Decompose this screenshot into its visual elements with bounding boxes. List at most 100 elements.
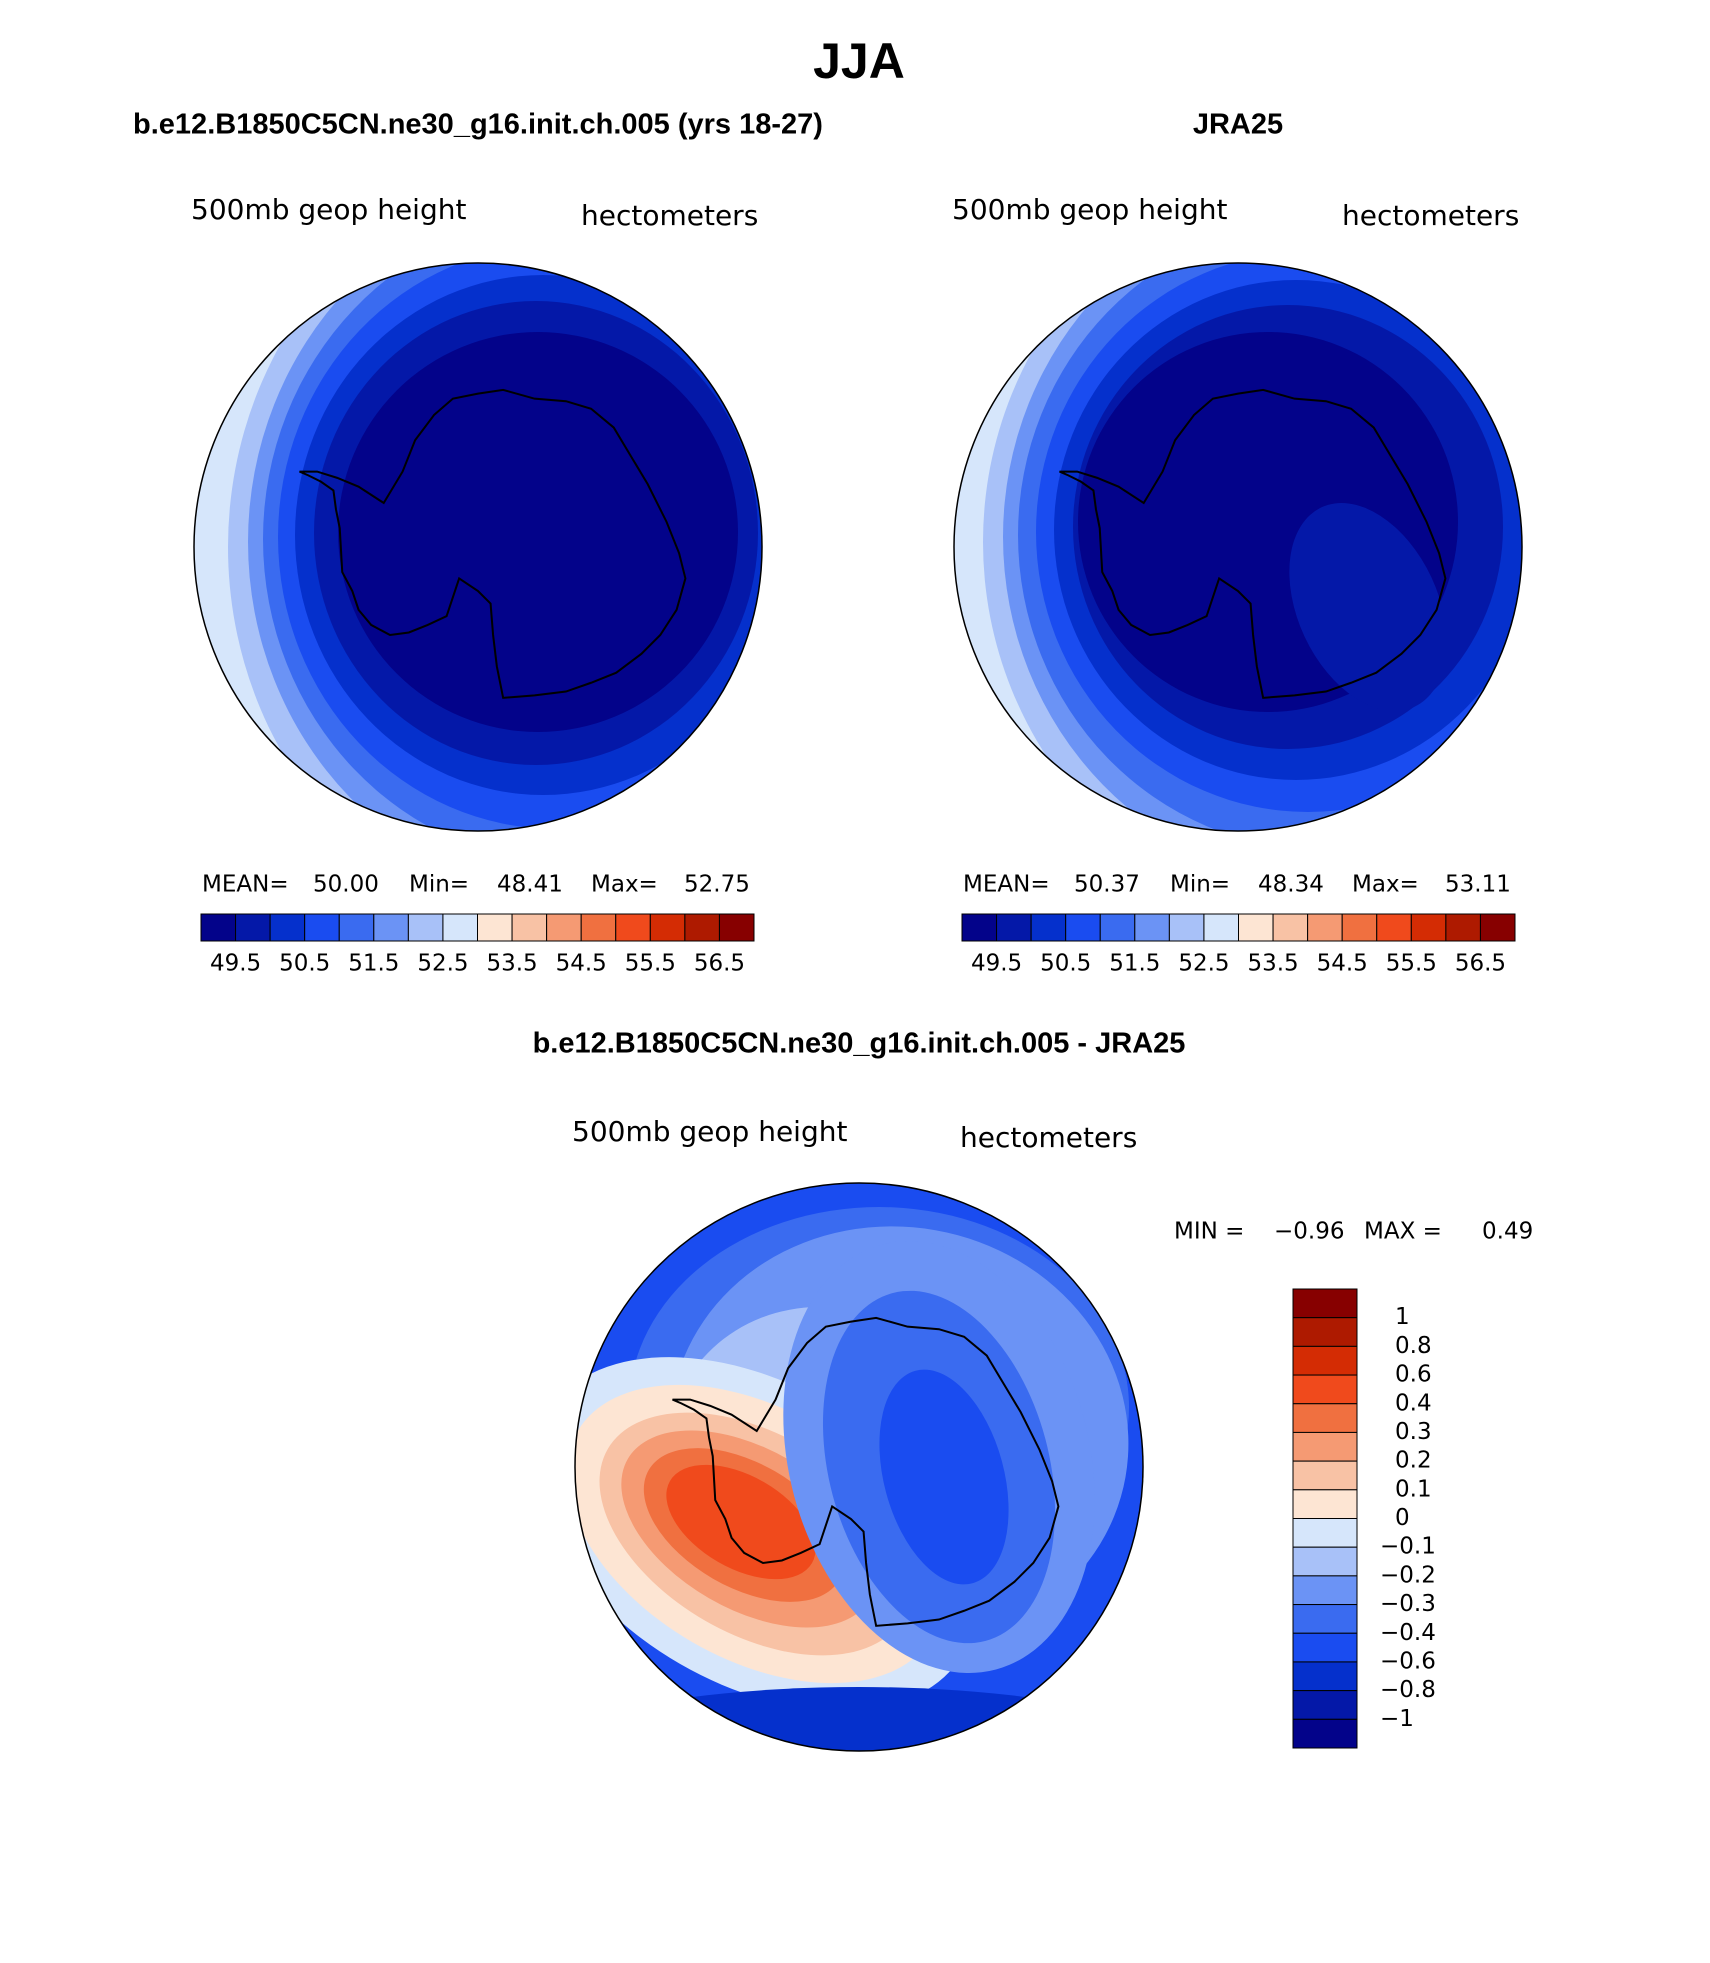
colorbar-box: [1030, 913, 1067, 942]
field-label: 500mb geop height: [952, 193, 1227, 226]
colorbar-box: [477, 913, 513, 942]
colorbar-box: [442, 913, 478, 942]
colorbar-label: −0.8: [1380, 1677, 1436, 1703]
colorbar-label: −0.1: [1380, 1534, 1436, 1560]
colorbar-box: [1099, 913, 1136, 942]
stat-text: 48.34: [1258, 872, 1324, 898]
colorbar-label: 53.5: [1247, 951, 1298, 977]
colorbar-label: 56.5: [1455, 951, 1506, 977]
colorbar-label: 54.5: [556, 951, 607, 977]
colorbar-label: 50.5: [279, 951, 330, 977]
colorbar-label: 52.5: [417, 951, 468, 977]
contour-fill: [1289, 503, 1447, 711]
panel-title: b.e12.B1850C5CN.ne30_g16.init.ch.005 - J…: [533, 1028, 1186, 1060]
units-label: hectometers: [581, 199, 758, 232]
figure-title: JJA: [813, 33, 905, 89]
colorbar-box: [407, 913, 444, 942]
colorbar-box: [200, 913, 237, 942]
colorbar-box: [1341, 913, 1378, 942]
colorbar-box: [1307, 913, 1343, 942]
map: [575, 1183, 1143, 1751]
colorbar-box: [1134, 913, 1170, 942]
colorbar-box: [1292, 1489, 1358, 1519]
colorbar-label: 55.5: [1386, 951, 1437, 977]
colorbar-box: [1203, 913, 1239, 942]
colorbar-box: [1292, 1575, 1358, 1606]
colorbar-label: 54.5: [1317, 951, 1368, 977]
colorbar-label: 0.2: [1395, 1448, 1432, 1474]
stat-text: MAX =: [1364, 1219, 1442, 1245]
colorbar-label: 49.5: [971, 951, 1022, 977]
colorbar-box: [1292, 1317, 1358, 1347]
stat-text: MEAN=: [963, 872, 1050, 898]
stat-text: 53.11: [1445, 872, 1511, 898]
colorbar-label: 0.6: [1395, 1362, 1432, 1388]
colorbar-label: 1: [1395, 1304, 1410, 1330]
field-label: 500mb geop height: [191, 193, 466, 226]
stat-text: 48.41: [497, 872, 563, 898]
field-label: 500mb geop height: [572, 1115, 847, 1148]
panel-title: JRA25: [1193, 109, 1283, 141]
stat-text: Max=: [1352, 872, 1419, 898]
colorbar-box: [1168, 913, 1205, 942]
colorbar-label: 52.5: [1178, 951, 1229, 977]
colorbar-label: 0.3: [1395, 1419, 1432, 1445]
colorbar-label: 49.5: [210, 951, 261, 977]
map-border: [953, 262, 1523, 832]
stat-text: −0.96: [1274, 1219, 1344, 1245]
colorbar-box: [269, 913, 306, 942]
stat-text: Min=: [409, 872, 469, 898]
colorbar-box: [1292, 1460, 1358, 1491]
stat-text: 52.75: [684, 872, 750, 898]
colorbar-box: [1292, 1288, 1358, 1319]
colorbar-box: [961, 913, 998, 942]
contour-fill: [666, 1464, 816, 1580]
colorbar-box: [511, 913, 548, 942]
map-border: [574, 1182, 1144, 1752]
colorbar-box: [580, 913, 617, 942]
colorbar-box: [996, 913, 1032, 942]
map-border: [193, 262, 763, 832]
colorbar-box: [1292, 1546, 1358, 1577]
colorbar-box: [235, 913, 271, 942]
map: [194, 263, 762, 831]
colorbar-box: [1410, 913, 1447, 942]
colorbar-box: [1292, 1374, 1358, 1405]
colorbar-box: [718, 913, 755, 942]
colorbar-label: −0.6: [1380, 1648, 1436, 1674]
stat-text: Max=: [591, 872, 658, 898]
colorbar-box: [1292, 1632, 1358, 1663]
colorbar-label: 0.4: [1395, 1390, 1432, 1416]
colorbar-label: 51.5: [1109, 951, 1160, 977]
colorbar-box: [1292, 1403, 1358, 1433]
stat-text: 0.49: [1482, 1219, 1533, 1245]
colorbar-box: [649, 913, 686, 942]
colorbar-box: [304, 913, 340, 942]
contour-fill: [338, 332, 738, 732]
stat-text: 50.00: [313, 872, 379, 898]
colorbar-box: [1292, 1518, 1358, 1548]
colorbar-box: [1292, 1661, 1358, 1692]
colorbar-label: 50.5: [1040, 951, 1091, 977]
colorbar-box: [1238, 913, 1274, 942]
colorbar-box: [1272, 913, 1309, 942]
colorbar-box: [684, 913, 720, 942]
colorbar-label: 53.5: [486, 951, 537, 977]
colorbar-label: 0.8: [1395, 1333, 1432, 1359]
contour-fill: [575, 1687, 1143, 1751]
colorbar-box: [1065, 913, 1101, 942]
colorbar-box: [1292, 1718, 1358, 1749]
stat-text: MIN =: [1174, 1219, 1244, 1245]
panel-title: b.e12.B1850C5CN.ne30_g16.init.ch.005 (yr…: [133, 109, 823, 141]
colorbar-box: [1292, 1345, 1358, 1376]
colorbar-box: [1292, 1604, 1358, 1634]
colorbar-box: [338, 913, 375, 942]
colorbar-box: [546, 913, 582, 942]
units-label: hectometers: [1342, 199, 1519, 232]
stat-text: MEAN=: [202, 872, 289, 898]
stat-text: 50.37: [1074, 872, 1140, 898]
colorbar-label: 56.5: [694, 951, 745, 977]
colorbar-box: [1292, 1690, 1358, 1720]
colorbar-box: [1376, 913, 1412, 942]
